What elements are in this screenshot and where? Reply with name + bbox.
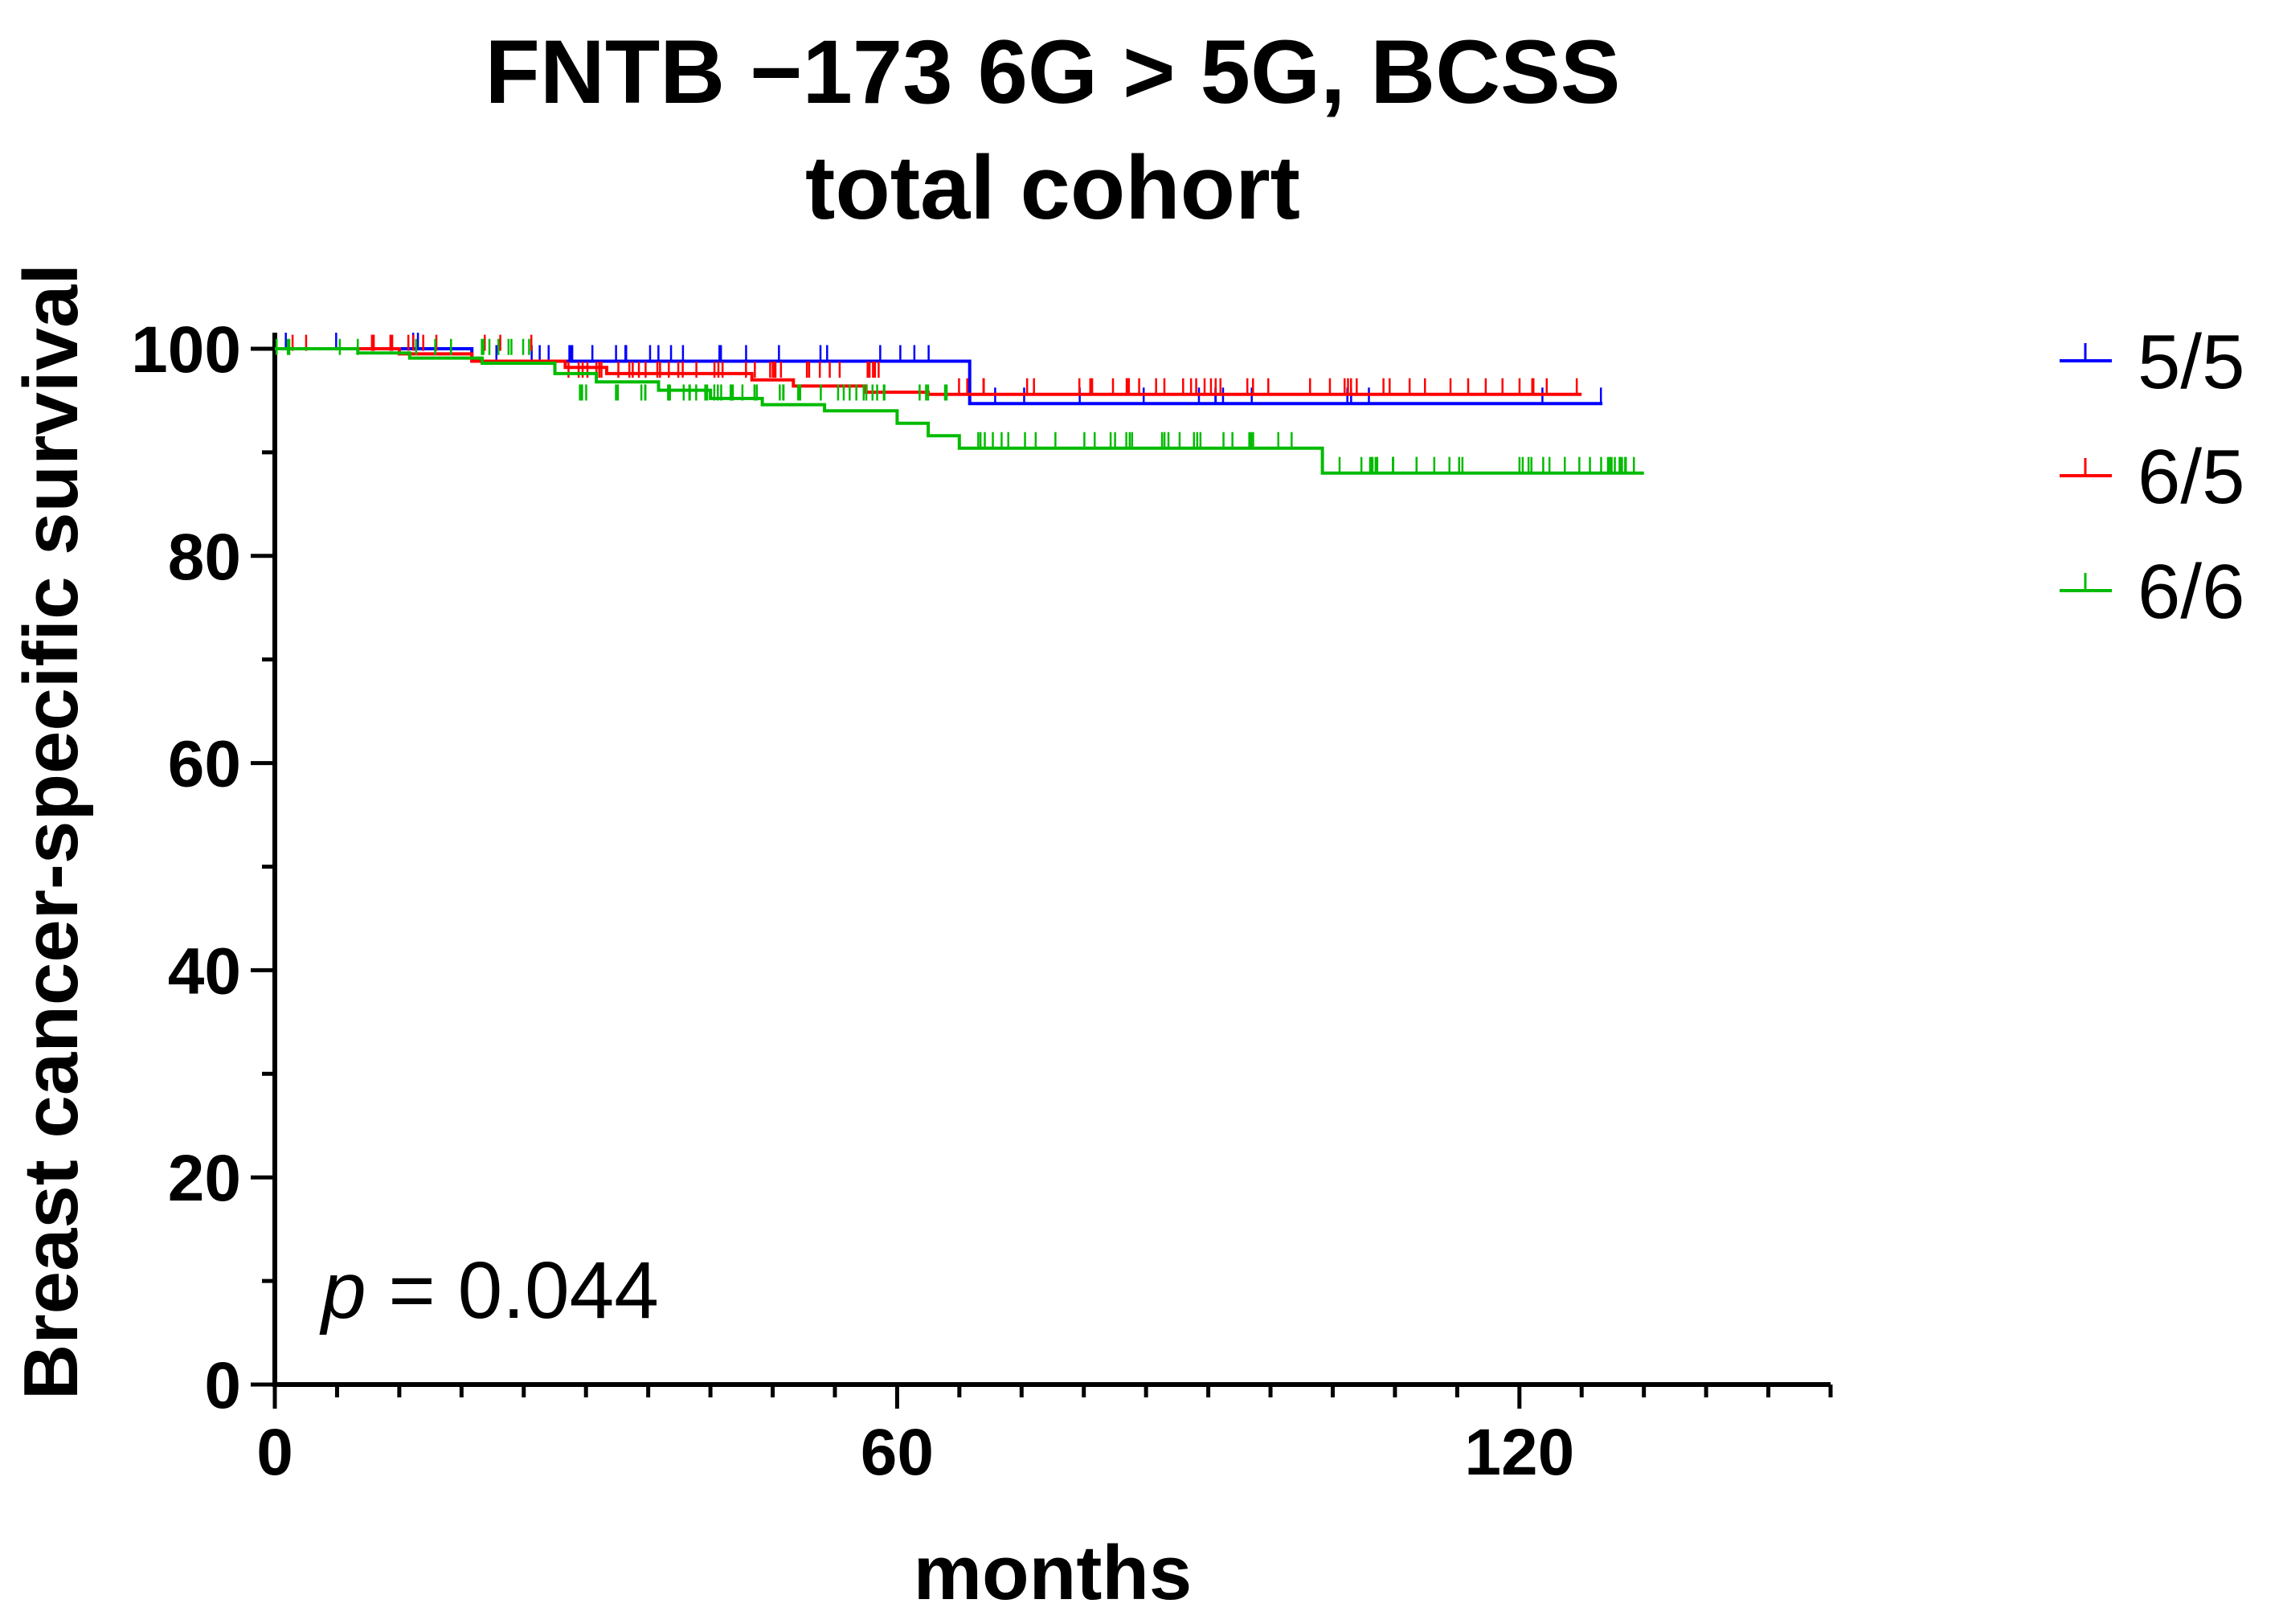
p-value-italic: p: [319, 1246, 366, 1336]
x-axis-title: months: [914, 1530, 1193, 1616]
y-tick-label: 100: [131, 313, 241, 387]
survival-curves: [275, 333, 1644, 475]
x-tick-label: 0: [256, 1416, 293, 1489]
y-tick-label: 40: [168, 935, 241, 1008]
y-tick-label: 0: [204, 1349, 241, 1422]
chart-title-line2: total cohort: [805, 137, 1300, 238]
y-tick-label: 60: [168, 728, 241, 801]
legend-item: 5/5: [2060, 319, 2244, 405]
axes: 0 20 40 60 80 100 0 60 120: [131, 313, 1833, 1489]
legend: 5/5 6/5 6/6: [2060, 319, 2244, 635]
survival-line: [275, 347, 1644, 475]
legend-item: 6/5: [2060, 434, 2244, 520]
y-axis-title: Breast cancer-specific survival: [8, 264, 94, 1400]
y-ticks: 0 20 40 60 80 100: [131, 313, 275, 1422]
x-ticks: 0 60 120: [256, 1385, 1833, 1489]
y-tick-label: 20: [168, 1142, 241, 1215]
x-tick-label: 60: [861, 1416, 934, 1489]
series-5-5: [275, 333, 1603, 406]
legend-label: 6/6: [2138, 549, 2244, 635]
legend-label: 5/5: [2138, 319, 2244, 405]
survival-line: [275, 347, 1603, 406]
y-tick-label: 80: [168, 521, 241, 594]
x-tick-label: 120: [1464, 1416, 1574, 1489]
p-value-annotation: p = 0.044: [319, 1246, 659, 1336]
legend-item: 6/6: [2060, 549, 2244, 635]
p-value-rest: = 0.044: [366, 1246, 659, 1336]
legend-label: 6/5: [2138, 434, 2244, 520]
chart-title-line1: FNTB −173 6G > 5G, BCSS: [485, 22, 1621, 122]
series-6-6: [275, 338, 1644, 475]
